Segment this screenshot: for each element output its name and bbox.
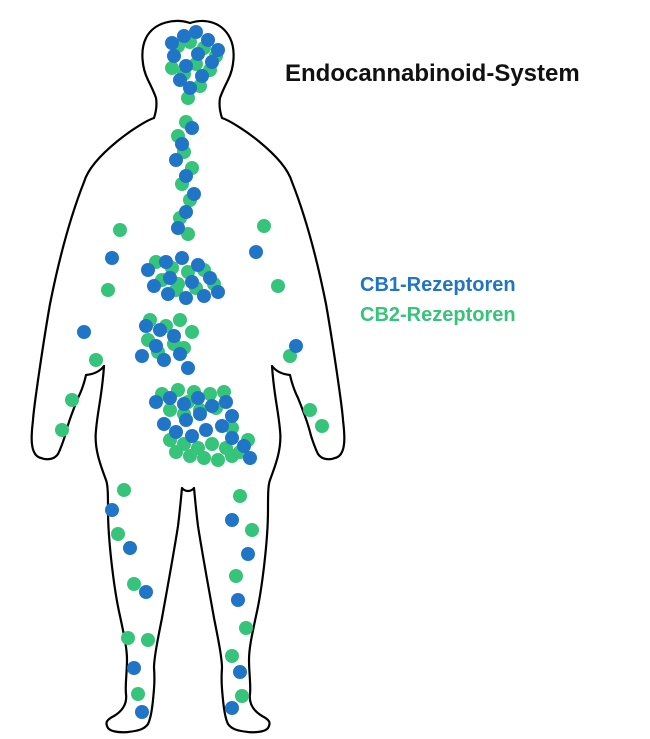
body-diagram	[0, 0, 650, 739]
